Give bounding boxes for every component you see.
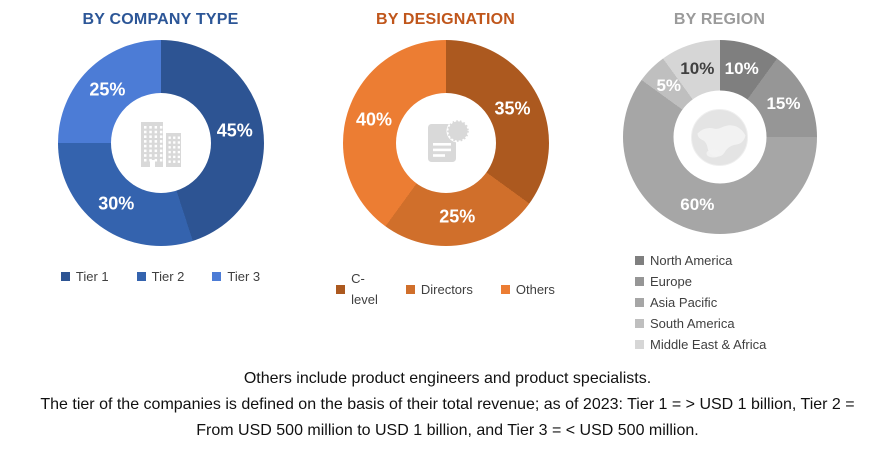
globe-icon	[691, 108, 748, 166]
legend-label: Others	[515, 281, 555, 297]
segment-label-tier-3: 25%	[89, 79, 126, 100]
segment-label-directors: 25%	[439, 206, 476, 227]
by-region-center	[673, 90, 766, 184]
legend-item-south-america: South America	[635, 313, 735, 334]
legend-item-asia-pacific: Asia Pacific	[635, 292, 717, 313]
chart-title-company-type: BY COMPANY TYPE	[82, 11, 239, 28]
legend-swatch	[635, 298, 644, 307]
chart-title-region: BY REGION	[673, 11, 766, 28]
legend-item-north-america: North America	[635, 250, 732, 271]
legend-swatch	[405, 284, 415, 294]
segment-label-c-level: 35%	[494, 98, 531, 119]
legend-swatch	[635, 277, 644, 286]
legend-item-tier-3: Tier 3	[212, 266, 260, 287]
legend-swatch	[212, 272, 222, 281]
segment-label-middle-east-africa: 10%	[680, 58, 715, 78]
legend-item-directors: Directors	[405, 279, 473, 300]
legend-label: Tier 1	[75, 269, 109, 284]
chart-by-designation: BY DESIGNATION 35% 25% 40% C-level Directors…	[325, 8, 566, 310]
by-designation-center	[395, 93, 496, 193]
legend-item-tier-2: Tier 2	[136, 266, 185, 287]
by-company-type-donut: 45% 30% 25%	[57, 40, 264, 246]
chart-by-company-type: BY COMPANY TYPE 45% 30% 25% Tier 1 Tier 2 Tie…	[40, 8, 281, 287]
buildings-icon	[140, 122, 181, 167]
legend-item-others: Others	[500, 279, 555, 300]
legend-item-tier-1: Tier 1	[60, 266, 109, 287]
legend-swatch	[60, 272, 70, 281]
legend-swatch	[500, 284, 510, 294]
footnote-others: Others include product engineers and pro…	[243, 370, 652, 387]
legend-label: Middle East & Africa	[650, 337, 767, 352]
legend-label: Tier 3	[227, 269, 261, 284]
segment-label-tier-2: 30%	[98, 193, 135, 214]
by-region-legend: North America Europe Asia Pacific South Ame…	[599, 250, 840, 355]
legend-label: North America	[650, 253, 733, 268]
legend-swatch	[635, 256, 644, 265]
legend-label: C-level	[351, 271, 378, 307]
legend-item-europe: Europe	[635, 271, 692, 292]
footnotes: Others include product engineers and pro…	[0, 366, 895, 444]
chart-title-designation: BY DESIGNATION	[375, 11, 516, 28]
legend-label: Directors	[420, 281, 473, 297]
by-company-type-legend: Tier 1 Tier 2 Tier 3	[40, 266, 281, 287]
document-seal-icon	[427, 119, 469, 162]
legend-label: Asia Pacific	[650, 295, 718, 310]
by-company-type-center	[110, 93, 211, 193]
legend-item-c-level: C-level	[336, 268, 378, 310]
by-designation-legend: C-level Directors Others	[325, 268, 566, 310]
legend-item-middle-east-africa: Middle East & Africa	[635, 334, 766, 355]
by-designation-donut: 35% 25% 40%	[342, 40, 549, 246]
segment-label-asia-pacific: 60%	[680, 195, 715, 215]
legend-label: Europe	[650, 274, 692, 289]
segment-label-tier-1: 45%	[216, 120, 253, 141]
chart-by-region: BY REGION 10% 15% 60% 5% 10% North America Eur…	[599, 8, 840, 355]
legend-swatch	[635, 319, 644, 328]
segment-label-north-america: 10%	[724, 58, 759, 78]
by-region-donut: 10% 15% 60% 5% 10%	[622, 40, 817, 234]
legend-swatch	[136, 272, 146, 281]
legend-label: Tier 2	[151, 269, 185, 284]
segment-label-others: 40%	[355, 109, 392, 130]
legend-swatch	[336, 284, 346, 294]
legend-label: South America	[650, 316, 735, 331]
legend-swatch	[635, 340, 644, 349]
footnote-tiers: The tier of the companies is defined on …	[40, 396, 855, 439]
segment-label-south-america: 5%	[656, 76, 682, 96]
segment-label-europe: 15%	[766, 94, 801, 114]
